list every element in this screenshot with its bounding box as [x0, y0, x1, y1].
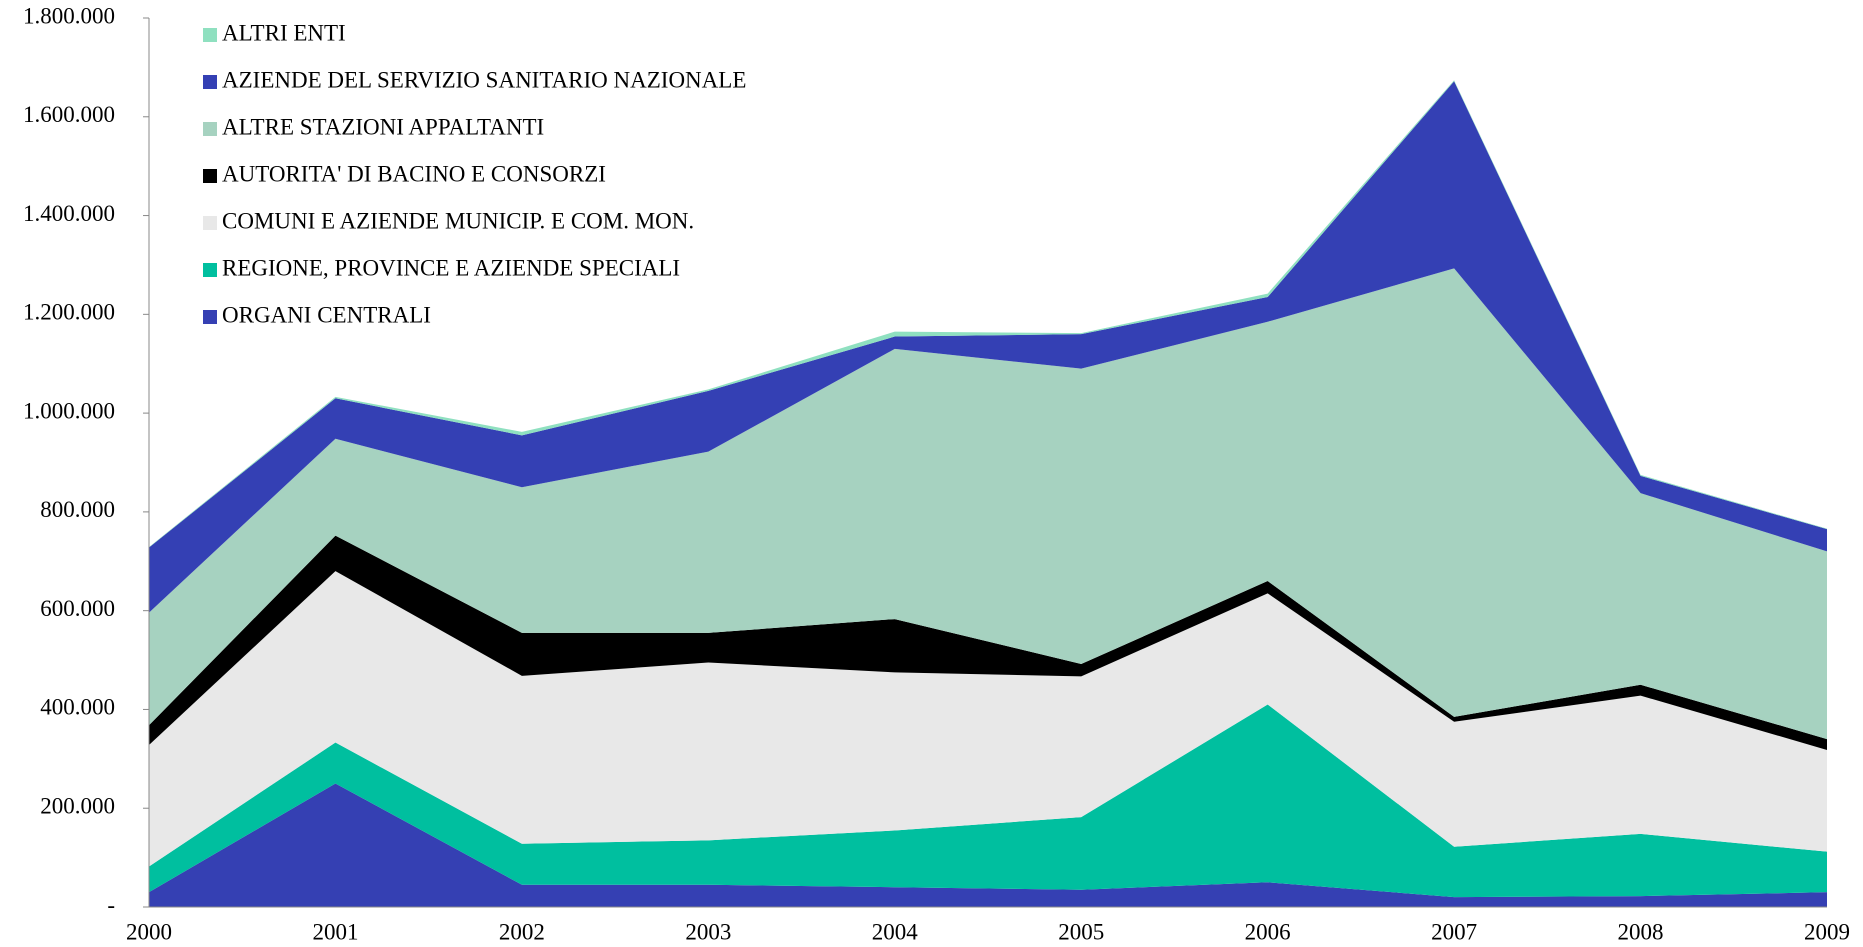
y-tick-label: 1.800.000: [23, 3, 115, 28]
legend-swatch: [203, 169, 217, 183]
area: [149, 535, 1827, 750]
y-tick-label: 1.200.000: [23, 300, 115, 325]
area: [149, 571, 1827, 867]
area: [149, 81, 1827, 613]
legend-swatch: [203, 75, 217, 89]
y-tick-label: 1.400.000: [23, 201, 115, 226]
x-tick-label: 2008: [1618, 919, 1664, 944]
legend-swatch: [203, 28, 217, 42]
legend-swatch: [203, 122, 217, 136]
x-tick-label: 2005: [1058, 919, 1104, 944]
x-tick-label: 2004: [872, 919, 919, 944]
legend-swatch: [203, 263, 217, 277]
area: [149, 783, 1827, 907]
x-tick-label: 2006: [1245, 919, 1291, 944]
y-tick-label: 200.000: [40, 794, 115, 819]
x-tick-label: 2002: [499, 919, 545, 944]
legend-label: REGIONE, PROVINCE E AZIENDE SPECIALI: [222, 255, 680, 280]
legend-label: ORGANI CENTRALI: [222, 302, 431, 327]
x-tick-label: 2003: [685, 919, 731, 944]
area: [149, 704, 1827, 898]
legend-label: ALTRE STAZIONI APPALTANTI: [222, 114, 544, 139]
x-tick-label: 2000: [126, 919, 172, 944]
legend-label: AUTORITA' DI BACINO E CONSORZI: [222, 161, 606, 186]
legend-label: COMUNI E AZIENDE MUNICIP. E COM. MON.: [222, 208, 694, 233]
x-tick-label: 2009: [1804, 919, 1850, 944]
legend-swatch: [203, 216, 217, 230]
y-tick-label: 1.000.000: [23, 398, 115, 423]
y-tick-label: 800.000: [40, 497, 115, 522]
y-tick-label: -: [107, 892, 115, 917]
x-tick-label: 2007: [1431, 919, 1477, 944]
area: [149, 268, 1827, 740]
x-tick-label: 2001: [312, 919, 358, 944]
y-tick-label: 1.600.000: [23, 102, 115, 127]
legend-swatch: [203, 310, 217, 324]
legend-label: ALTRI ENTI: [222, 20, 346, 45]
legend-label: AZIENDE DEL SERVIZIO SANITARIO NAZIONALE: [222, 67, 746, 92]
y-tick-label: 600.000: [40, 596, 115, 621]
legend: ALTRI ENTI AZIENDE DEL SERVIZIO SANITARIO…: [203, 20, 746, 327]
y-tick-label: 400.000: [40, 695, 115, 720]
